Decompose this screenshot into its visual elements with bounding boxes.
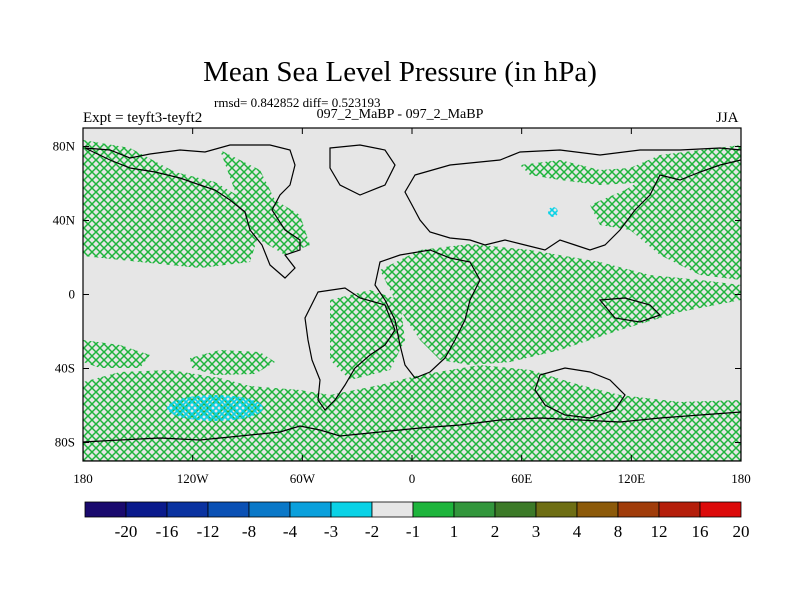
x-tick-label: 60W: [290, 471, 316, 486]
hatch-region-north-america: [220, 150, 310, 255]
coastline-africa: [374, 249, 481, 379]
y-tick-label: 80N: [53, 139, 76, 154]
colorbar-label: 20: [733, 522, 750, 541]
colorbar-label: 4: [573, 522, 582, 541]
coastline-north-america: [84, 144, 301, 279]
colorbar-swatch: [248, 501, 291, 518]
y-tick-label: 40S: [55, 361, 75, 376]
y-tick-label: 40N: [53, 213, 76, 228]
colorbar-label: -1: [406, 522, 420, 541]
subtitle-label: 097_2_MaBP - 097_2_MaBP: [316, 107, 484, 122]
colorbar-swatch: [412, 501, 455, 518]
x-tick-label: 0: [409, 471, 416, 486]
hatch-region-asia-east: [590, 150, 741, 280]
colorbar-swatch: [166, 501, 209, 518]
colorbar-swatch: [125, 501, 168, 518]
colorbar-label: 16: [692, 522, 709, 541]
colorbar-swatch: [207, 501, 250, 518]
axis-ticks: 180 120W 60W 0 60E 120E 180 80N 40N 0 40S 80S: [53, 128, 751, 486]
colorbar-label: 12: [651, 522, 668, 541]
chart-title: Mean Sea Level Pressure (in hPa): [203, 56, 597, 88]
x-tick-label: 60E: [511, 471, 532, 486]
hatch-region-arctic: [520, 145, 741, 185]
x-tick-label: 180: [731, 471, 751, 486]
colorbar-swatch: [494, 501, 537, 518]
colorbar-swatch: [576, 501, 619, 518]
x-tick-label: 180: [73, 471, 93, 486]
coastline-australia: [534, 367, 626, 419]
colorbar-swatch: [453, 501, 496, 518]
colorbar-swatch: [289, 501, 332, 518]
colorbar-label: 8: [614, 522, 623, 541]
y-tick-label: 80S: [55, 435, 75, 450]
colorbar-swatch: [330, 501, 373, 518]
hatch-region-south-pacific-west: [83, 340, 150, 368]
colorbar-label: -2: [365, 522, 379, 541]
experiment-label: Expt = teyft3-teyft2: [83, 110, 203, 126]
coastline-eurasia: [404, 147, 741, 251]
hatch-region-southern-ocean: [83, 365, 741, 461]
coastline-indonesia: [598, 297, 662, 323]
colorbar-label: 1: [450, 522, 459, 541]
colorbar-label: 3: [532, 522, 541, 541]
hatch-region-north-pacific: [83, 140, 260, 268]
hatch-region-africa-indian: [380, 244, 741, 365]
hatch-region-cyan-asia: [548, 207, 558, 217]
colorbar-swatch: [699, 501, 742, 518]
coastline-antarctica: [83, 411, 741, 461]
season-label: JJA: [716, 110, 739, 126]
stats-label: rmsd= 0.842852 diff= 0.523193: [214, 95, 381, 110]
colorbar-label: 2: [491, 522, 500, 541]
x-tick-label: 120E: [618, 471, 646, 486]
hatch-region-south-pacific-mid: [190, 350, 275, 375]
colorbar-swatch: [371, 501, 414, 518]
colorbar-swatch: [617, 501, 660, 518]
colorbar-swatch: [535, 501, 578, 518]
y-tick-label: 0: [69, 287, 76, 302]
hatch-layer: [83, 140, 741, 461]
colorbar: -20 -16 -12 -8 -4 -3 -2 -1 1 2 3 4 8 12 16 20: [84, 501, 750, 541]
colorbar-label: -12: [197, 522, 220, 541]
coastline-south-america: [304, 287, 396, 411]
colorbar-swatch: [658, 501, 701, 518]
x-tick-label: 120W: [177, 471, 210, 486]
hatch-region-south-atlantic: [330, 290, 405, 380]
coastlines: [83, 144, 741, 461]
colorbar-label: -16: [156, 522, 179, 541]
colorbar-label: -3: [324, 522, 338, 541]
colorbar-label: -4: [283, 522, 298, 541]
hatch-region-cyan-south-pacific: [167, 395, 263, 421]
colorbar-swatch: [84, 501, 127, 518]
colorbar-label: -8: [242, 522, 256, 541]
colorbar-label: -20: [115, 522, 138, 541]
coastline-greenland: [329, 144, 396, 196]
